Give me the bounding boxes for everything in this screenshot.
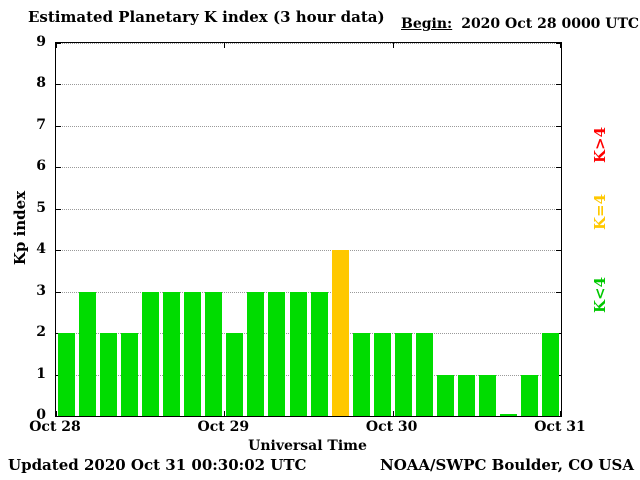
x-axis-tick <box>224 411 226 416</box>
gridline <box>56 250 561 252</box>
y-tick-label: 6 <box>36 158 46 175</box>
kp-bar <box>331 250 349 416</box>
y-axis-tick <box>56 250 61 252</box>
x-axis-tick <box>224 43 226 48</box>
kp-bar <box>542 333 559 416</box>
x-axis-tick <box>56 43 57 48</box>
kp-bar <box>499 414 517 416</box>
y-axis-tick <box>56 291 61 293</box>
gridline <box>56 167 561 169</box>
begin-annotation: Begin: 2020 Oct 28 0000 UTC <box>401 16 639 32</box>
x-axis-tick <box>56 411 57 416</box>
kp-bar <box>289 291 307 416</box>
kp-bar <box>520 374 538 416</box>
y-tick-label: 9 <box>36 34 46 50</box>
x-tick-label: Oct 30 <box>365 419 418 435</box>
gridline <box>56 291 561 293</box>
legend-kp-above-4: K>4 <box>591 126 609 164</box>
kp-bar <box>373 333 391 416</box>
gridline <box>56 333 561 335</box>
y-axis-tick <box>56 125 61 127</box>
kp-bar <box>436 374 454 416</box>
y-axis-tick <box>556 416 561 417</box>
chart-title: Estimated Planetary K index (3 hour data… <box>28 8 385 26</box>
y-tick-label: 4 <box>36 241 46 258</box>
kp-bar <box>79 291 97 416</box>
plot-area <box>55 42 562 417</box>
y-axis-tick <box>556 84 561 86</box>
y-axis-tick <box>56 208 61 210</box>
source-attribution: NOAA/SWPC Boulder, CO USA <box>379 456 634 474</box>
x-axis-tick <box>560 43 561 48</box>
x-axis-tick <box>392 411 394 416</box>
x-tick-label: Oct 31 <box>534 419 586 435</box>
y-tick-label: 8 <box>36 75 46 92</box>
kp-bar <box>457 374 475 416</box>
kp-bar <box>394 333 412 416</box>
y-axis-tick <box>556 291 561 293</box>
kp-bar <box>478 374 496 416</box>
legend-kp-equal-4: K=4 <box>591 193 609 231</box>
gridline <box>56 84 561 86</box>
gridline <box>56 43 561 44</box>
kp-bar <box>163 291 181 416</box>
y-tick-label: 5 <box>36 199 46 216</box>
y-axis-tick <box>56 167 61 169</box>
kp-bar <box>58 333 75 416</box>
y-axis-tick <box>56 84 61 86</box>
y-tick-label: 3 <box>36 282 46 299</box>
gridline <box>56 208 561 210</box>
x-axis-tick <box>560 411 561 416</box>
kp-bar <box>268 291 286 416</box>
y-axis-tick <box>556 208 561 210</box>
y-axis-tick <box>556 43 561 44</box>
begin-label: Begin: <box>401 16 453 32</box>
y-axis-tick <box>556 125 561 127</box>
gridline <box>56 125 561 127</box>
kp-bar <box>184 291 202 416</box>
kp-bar <box>205 291 223 416</box>
y-axis-tick <box>56 43 61 44</box>
y-axis-tick <box>56 416 61 417</box>
kp-bar <box>310 291 328 416</box>
x-axis-title: Universal Time <box>248 438 367 454</box>
kp-bar <box>226 333 244 416</box>
gridline <box>56 374 561 376</box>
kp-bar <box>352 333 370 416</box>
y-tick-label: 7 <box>36 116 46 133</box>
kp-bar <box>415 333 433 416</box>
begin-value: 2020 Oct 28 0000 UTC <box>461 16 640 32</box>
y-tick-label: 1 <box>36 365 46 382</box>
legend-kp-below-4: K<4 <box>591 276 609 314</box>
kp-bar <box>100 333 118 416</box>
updated-timestamp: Updated 2020 Oct 31 00:30:02 UTC <box>8 456 307 474</box>
y-axis-tick <box>556 250 561 252</box>
kp-bar <box>121 333 139 416</box>
y-tick-label: 2 <box>36 324 46 341</box>
y-axis-tick <box>556 167 561 169</box>
kp-bar <box>247 291 265 416</box>
x-tick-label: Oct 29 <box>197 419 250 435</box>
kp-bar <box>142 291 160 416</box>
x-tick-label: Oct 28 <box>29 419 81 435</box>
x-axis-tick <box>392 43 394 48</box>
y-tick-label: 0 <box>36 407 46 423</box>
